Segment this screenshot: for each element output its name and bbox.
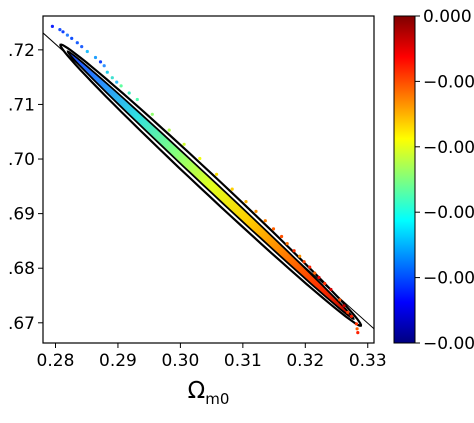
scatter-point: [150, 112, 154, 116]
colorbar-tick-label: −0.00: [423, 138, 474, 158]
y-tick-label: .72: [8, 41, 35, 61]
scatter-point: [292, 249, 296, 253]
x-axis-label-subscript: m0: [205, 390, 229, 408]
scatter-point: [115, 80, 119, 84]
scatter-point: [58, 28, 62, 32]
scatter-point: [215, 172, 219, 176]
scatter-point: [75, 41, 79, 45]
y-tick-label: .70: [8, 150, 35, 170]
scatter-point: [102, 64, 106, 68]
scatter-point: [244, 200, 248, 204]
scatter-points: [50, 24, 360, 335]
colorbar-tick-label: −0.00: [423, 203, 474, 223]
x-tick-label: 0.30: [161, 351, 199, 371]
scatter-point: [349, 314, 354, 318]
x-tick-label: 0.29: [99, 351, 137, 371]
colorbar-tick-label: −0.00: [423, 72, 474, 92]
y-tick-label: .69: [8, 205, 35, 225]
y-tick-label: .67: [8, 314, 35, 334]
scatter-point: [230, 187, 234, 191]
colorbar-tick-label: −0.00: [423, 269, 474, 289]
scatter-point: [198, 156, 202, 161]
scatter-point: [167, 128, 171, 132]
inner-degeneracy-band: [67, 51, 354, 319]
scatter-point: [70, 36, 74, 41]
scatter-point: [302, 260, 306, 264]
scatter-point: [85, 49, 89, 54]
y-tick-label: .68: [8, 259, 35, 279]
y-axis: .72 .71 .70 .69 .68 .67: [8, 41, 43, 334]
colorbar-gradient: [393, 15, 416, 344]
scatter-point: [317, 275, 321, 280]
scatter-point: [298, 254, 302, 258]
scatter-point: [254, 209, 258, 213]
scatter-point: [356, 331, 360, 335]
scatter-point: [182, 142, 186, 146]
outer-contour: [59, 43, 363, 327]
scatter-point: [323, 281, 327, 286]
colorbar: 0.000 −0.00 −0.00 −0.00 −0.00 −0.00: [393, 7, 474, 354]
scatter-point: [280, 234, 284, 239]
scatter-point: [329, 287, 333, 292]
scatter-point: [93, 55, 98, 60]
scatter-point: [285, 242, 289, 246]
plot-area: [42, 15, 375, 344]
scatter-point: [342, 304, 346, 308]
scatter-point: [308, 265, 312, 269]
scatter-point: [271, 227, 276, 231]
scatter-point: [119, 84, 123, 88]
scatter-point: [354, 322, 359, 326]
scatter-point: [263, 219, 267, 223]
y-tick-label: .71: [8, 95, 35, 115]
x-tick-label: 0.32: [286, 351, 324, 371]
scatter-point: [80, 45, 84, 49]
scatter-point: [355, 327, 359, 331]
scatter-point: [338, 298, 342, 302]
scatter-point: [127, 91, 131, 95]
scatter-point: [65, 33, 69, 37]
x-axis-label: Ωm0: [188, 378, 230, 408]
colorbar-ticks: 0.000 −0.00 −0.00 −0.00 −0.00 −0.00: [415, 7, 474, 354]
scatter-point: [98, 60, 103, 64]
inner-contour: [66, 50, 355, 320]
x-axis: 0.28 0.29 0.30 0.31 0.32 0.33: [37, 343, 387, 371]
x-tick-label: 0.31: [224, 351, 262, 371]
plot-frame: [42, 15, 375, 344]
x-tick-label: 0.28: [37, 351, 75, 371]
scatter-point: [313, 271, 317, 275]
scatter-point: [50, 24, 55, 28]
scatter-point: [110, 76, 114, 80]
scatter-point: [105, 70, 109, 74]
scatter-point: [346, 310, 350, 314]
x-tick-label: 0.33: [349, 351, 387, 371]
x-axis-label-symbol: Ω: [188, 378, 206, 404]
scatter-point: [61, 30, 65, 34]
colorbar-tick-label: 0.000: [423, 7, 472, 27]
scatter-point: [135, 97, 139, 102]
colorbar-tick-label: −0.00: [423, 334, 474, 354]
